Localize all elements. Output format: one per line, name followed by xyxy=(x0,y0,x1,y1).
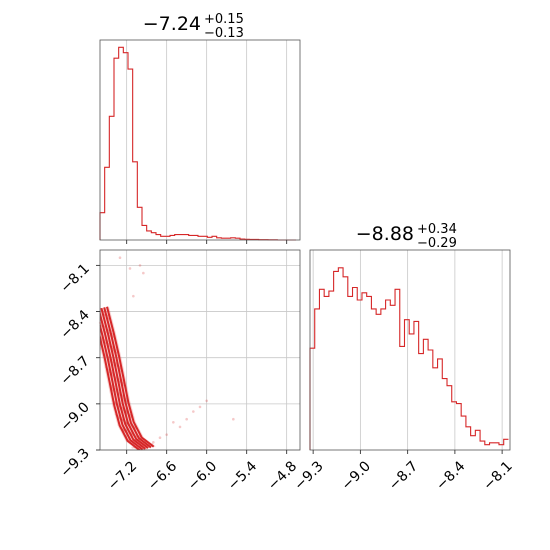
joint-point-7 xyxy=(198,405,202,409)
joint-contour-line-4 xyxy=(103,307,152,449)
joint-point-5 xyxy=(172,421,175,424)
joint-y-tick-label-1: −8.4 xyxy=(57,307,92,342)
marginal-2-frame xyxy=(309,249,511,451)
marginal-1-title-upper: +0.15 xyxy=(204,12,244,27)
joint-y-tick-label-2: −8.7 xyxy=(57,353,92,388)
marginal-1-grid xyxy=(126,40,288,240)
joint-y-tick-label-4: −9.3 xyxy=(57,446,92,481)
marginal-2-x-tick-label-4: −8.1 xyxy=(480,458,515,493)
joint-contour-line-2 xyxy=(100,310,146,450)
marginal-2-grid xyxy=(312,250,503,450)
marginal-2-ticks: −9.3 −9.0 −8.7 −8.4 −8.1 xyxy=(291,450,516,494)
joint-contour-line-3 xyxy=(100,307,149,449)
joint-point-3 xyxy=(192,410,195,413)
joint-point-9 xyxy=(232,417,235,421)
joint-grid xyxy=(100,250,300,451)
joint-contours xyxy=(100,306,156,450)
joint-cloud-point-174 xyxy=(131,446,134,449)
marginal-panel-1: −7.24 +0.15 −0.13 xyxy=(99,12,301,244)
marginal-1-histogram xyxy=(99,46,296,241)
joint-contour-line-0 xyxy=(100,333,141,450)
joint-x-tick-label-2: −6.0 xyxy=(185,458,220,493)
joint-point-6 xyxy=(185,417,188,421)
marginal-1-title-lower: −0.13 xyxy=(204,26,244,41)
marginal-1-title-value: −7.24 xyxy=(143,13,201,35)
joint-y-tick-label-3: −9.0 xyxy=(57,399,92,434)
joint-point-12 xyxy=(132,294,135,298)
joint-point-0 xyxy=(152,441,155,444)
joint-y-ticks: −8.1 −8.4 −8.7 −9.0 −9.3 xyxy=(57,261,100,481)
joint-point-2 xyxy=(178,425,182,429)
joint-contour-line-1 xyxy=(100,321,144,450)
joint-x-ticks: −7.2 −6.6 −6.0 −5.4 −4.8 xyxy=(105,450,300,494)
joint-point-10 xyxy=(138,264,142,267)
joint-x-tick-label-0: −7.2 xyxy=(105,458,140,493)
joint-point-14 xyxy=(128,267,132,270)
marginal-2-x-tick-label-0: −9.3 xyxy=(291,458,326,493)
joint-contour-set xyxy=(100,306,156,450)
marginal-2-x-tick-label-1: −9.0 xyxy=(339,458,374,493)
joint-point-4 xyxy=(205,399,208,403)
joint-y-tick-label-0: −8.1 xyxy=(57,261,92,296)
marginal-2-x-tick-label-3: −8.4 xyxy=(433,458,468,493)
joint-point-8 xyxy=(158,436,162,439)
marginal-1-frame xyxy=(99,39,301,241)
marginal-2-title-lower: −0.29 xyxy=(417,236,457,251)
joint-panel: −7.2 −6.6 −6.0 −5.4 −4.8 −8.1 −8.4 −8.7 −9.0 −9.… xyxy=(57,249,301,494)
marginal-2-x-tick-label-2: −8.7 xyxy=(386,458,421,493)
joint-contour-line-5 xyxy=(106,306,155,448)
joint-point-11 xyxy=(142,271,145,275)
joint-point-13 xyxy=(118,256,122,259)
marginal-1-ticks xyxy=(126,240,288,244)
joint-point-1 xyxy=(165,433,168,436)
joint-x-tick-label-1: −6.6 xyxy=(145,458,180,493)
joint-x-tick-label-3: −5.4 xyxy=(225,458,260,493)
marginal-2-title-value: −8.88 xyxy=(356,223,414,245)
marginal-2-histogram xyxy=(309,267,509,450)
joint-frame xyxy=(99,249,301,451)
joint-x-tick-label-4: −4.8 xyxy=(265,458,300,493)
marginal-panel-2: −9.3 −9.0 −8.7 −8.4 −8.1 −8.88 +0.34 −0.29 xyxy=(291,222,515,494)
marginal-2-title-upper: +0.34 xyxy=(417,222,457,237)
